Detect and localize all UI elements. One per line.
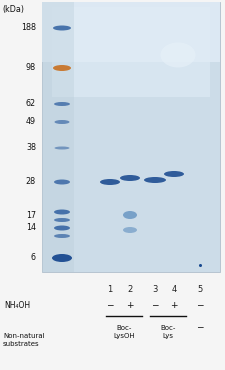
Text: Boc-
Lys: Boc- Lys	[160, 325, 175, 339]
Text: 2: 2	[127, 286, 132, 295]
Text: (kDa): (kDa)	[2, 5, 24, 14]
Ellipse shape	[54, 179, 70, 185]
Text: −: −	[106, 300, 113, 309]
Ellipse shape	[122, 227, 136, 233]
Text: 3: 3	[152, 286, 157, 295]
Ellipse shape	[53, 26, 71, 30]
Ellipse shape	[54, 218, 70, 222]
Text: 4: 4	[171, 286, 176, 295]
Ellipse shape	[143, 177, 165, 183]
Text: −: −	[195, 300, 203, 309]
Text: 98: 98	[26, 64, 36, 73]
Text: 1: 1	[107, 286, 112, 295]
Text: Non-natural
substrates: Non-natural substrates	[3, 333, 44, 347]
Text: −: −	[195, 323, 203, 332]
Text: 49: 49	[26, 118, 36, 127]
Text: NH₄OH: NH₄OH	[4, 300, 30, 309]
Bar	[42, 2, 74, 272]
Ellipse shape	[163, 171, 183, 177]
Text: −: −	[151, 300, 158, 309]
Ellipse shape	[99, 179, 119, 185]
Text: 17: 17	[26, 211, 36, 219]
Text: +: +	[169, 300, 177, 309]
Ellipse shape	[119, 175, 139, 181]
Ellipse shape	[160, 43, 195, 67]
Text: Boc-
LysOH: Boc- LysOH	[113, 325, 134, 339]
Ellipse shape	[54, 209, 70, 215]
Bar	[42, 2, 219, 272]
Bar	[42, 2, 219, 62]
Text: +: +	[126, 300, 133, 309]
Text: 62: 62	[26, 100, 36, 108]
Ellipse shape	[54, 102, 70, 106]
Ellipse shape	[54, 120, 69, 124]
Ellipse shape	[54, 234, 70, 238]
Ellipse shape	[122, 211, 136, 219]
Ellipse shape	[54, 225, 70, 231]
Text: 6: 6	[31, 253, 36, 262]
Text: 188: 188	[21, 24, 36, 33]
Bar	[52, 7, 209, 97]
Text: 14: 14	[26, 223, 36, 232]
Ellipse shape	[54, 147, 69, 149]
Ellipse shape	[53, 65, 71, 71]
Text: 38: 38	[26, 144, 36, 152]
Ellipse shape	[52, 254, 72, 262]
Text: 28: 28	[26, 178, 36, 186]
Text: 5: 5	[196, 286, 202, 295]
